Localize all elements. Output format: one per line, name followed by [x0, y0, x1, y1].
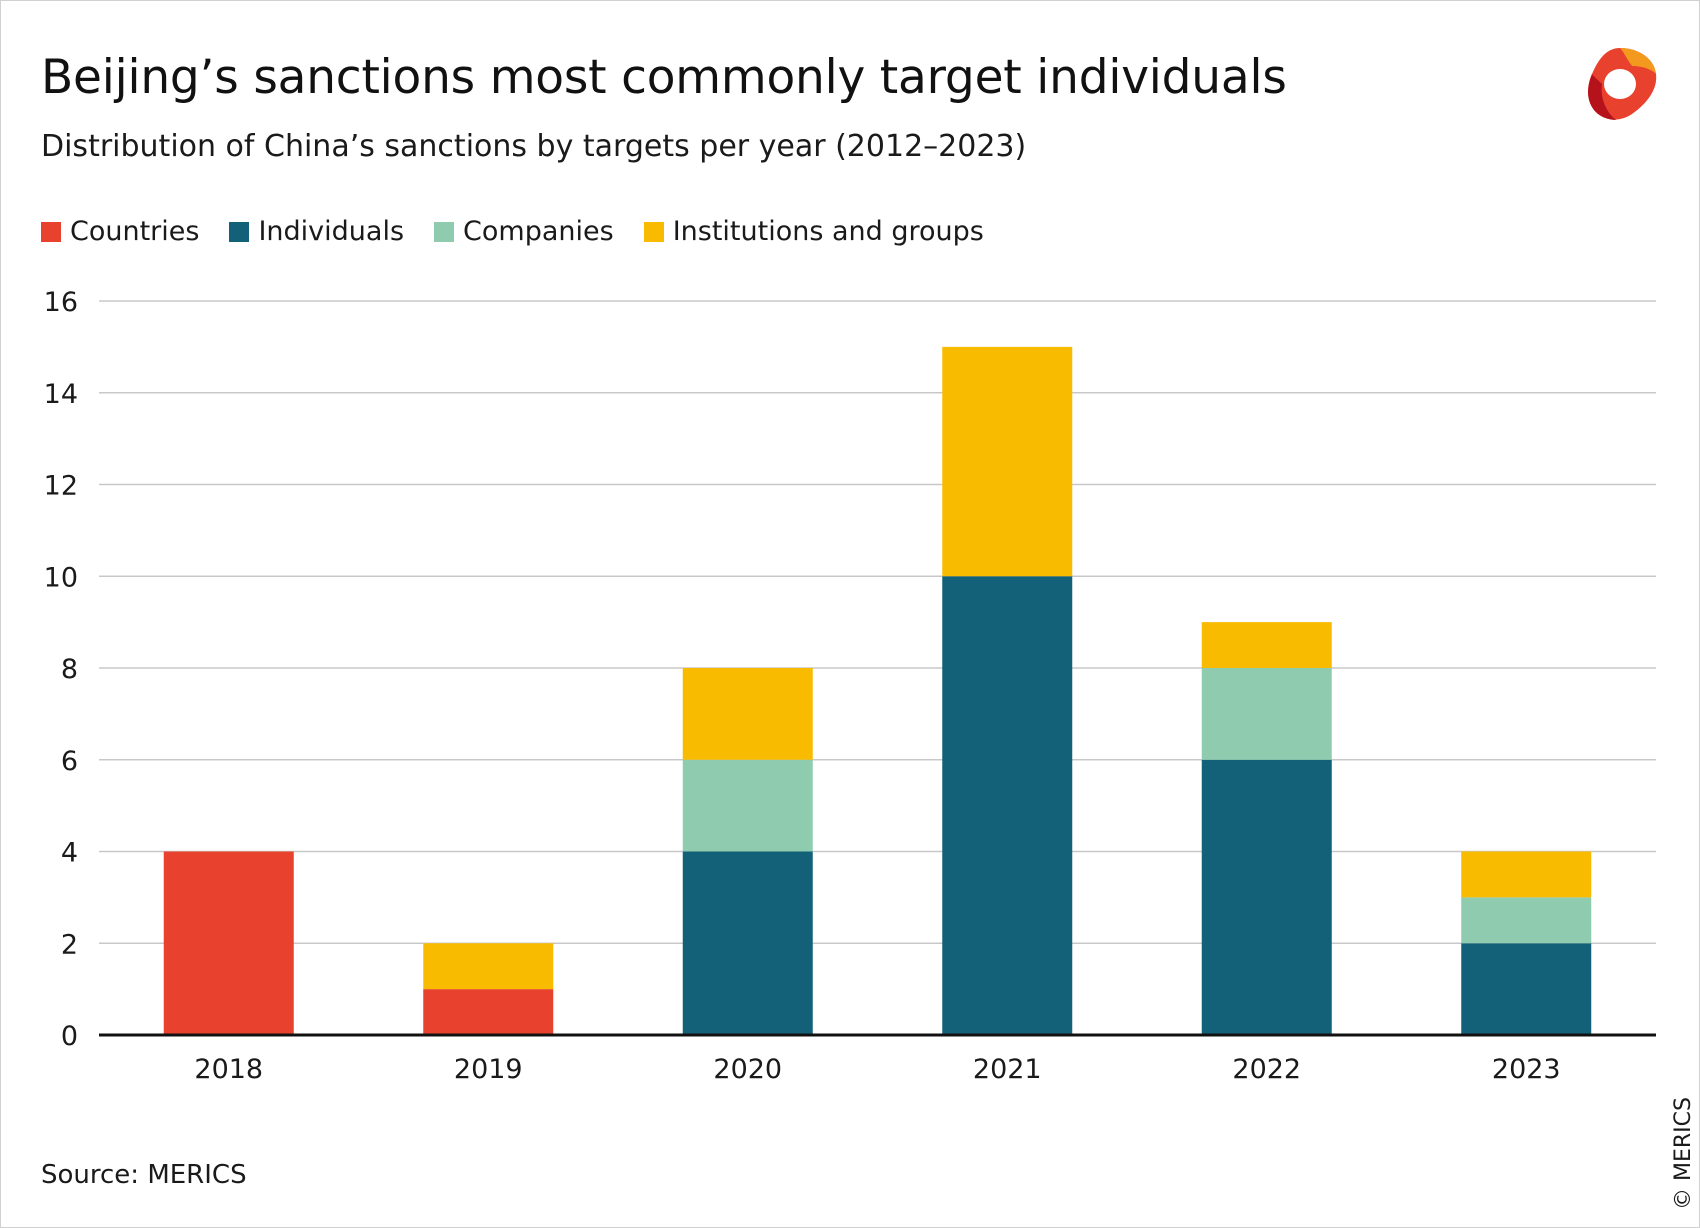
x-tick-label: 2023 — [1492, 1054, 1561, 1085]
y-tick-label: 14 — [44, 379, 78, 410]
bar-segment — [1461, 851, 1592, 898]
bar-segment — [682, 759, 813, 852]
legend-swatch-countries — [41, 221, 61, 242]
x-tick-label: 2020 — [713, 1054, 782, 1085]
bar-segment — [423, 943, 554, 990]
y-tick-label: 2 — [61, 929, 78, 960]
bar-segment — [1461, 897, 1592, 944]
bar-segment — [1461, 943, 1592, 1035]
bar-segment — [942, 346, 1073, 577]
legend-label-companies: Companies — [463, 216, 614, 247]
bar-segment — [423, 989, 554, 1035]
x-tick-label: 2019 — [454, 1054, 523, 1085]
legend-swatch-individuals — [229, 221, 250, 242]
chart-subtitle: Distribution of China’s sanctions by tar… — [41, 129, 1027, 164]
y-tick-label: 6 — [61, 746, 78, 777]
y-tick-label: 16 — [44, 287, 78, 318]
legend-swatch-institutions — [643, 221, 664, 242]
y-tick-label: 8 — [61, 654, 78, 685]
legend-item-countries: Countries — [41, 216, 199, 247]
bar-segment — [1201, 622, 1332, 668]
bar-segment — [1201, 668, 1332, 760]
legend-swatch-companies — [434, 221, 455, 242]
chart-legend: Countries Individuals Companies Institut… — [41, 216, 1014, 247]
legend-label-institutions: Institutions and groups — [672, 216, 984, 247]
chart-title: Beijing’s sanctions most commonly target… — [41, 50, 1287, 105]
x-tick-label: 2022 — [1232, 1054, 1301, 1085]
bar-segment — [942, 576, 1073, 1035]
x-tick-label: 2021 — [973, 1054, 1042, 1085]
bar-segment — [1201, 759, 1332, 1035]
y-tick-label: 10 — [44, 562, 78, 593]
legend-item-institutions: Institutions and groups — [643, 216, 984, 247]
bar-segment — [163, 851, 294, 1035]
bar-segment — [682, 851, 813, 1035]
merics-logo-icon — [1588, 48, 1657, 120]
source-note: Source: MERICS — [41, 1160, 247, 1190]
bar-segment — [682, 668, 813, 760]
legend-item-individuals: Individuals — [229, 216, 404, 247]
legend-label-individuals: Individuals — [258, 216, 405, 247]
x-tick-label: 2018 — [194, 1054, 263, 1085]
y-tick-label: 0 — [61, 1021, 78, 1052]
legend-item-companies: Companies — [434, 216, 614, 247]
y-tick-label: 4 — [61, 838, 78, 869]
legend-label-countries: Countries — [70, 216, 200, 247]
y-tick-label: 12 — [44, 471, 78, 502]
copyright-note: © MERICS — [1671, 1097, 1696, 1210]
